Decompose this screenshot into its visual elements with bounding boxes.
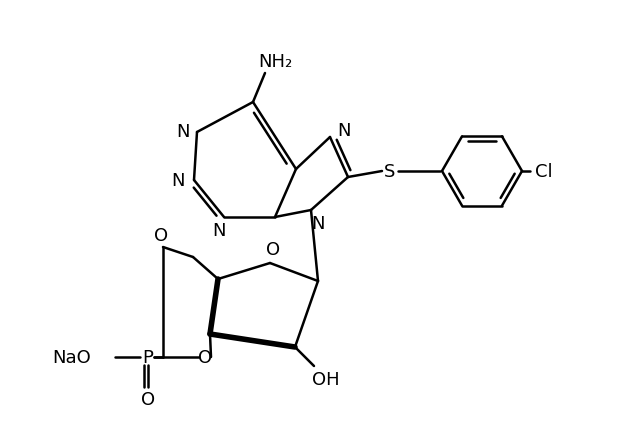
Text: N: N [212, 221, 226, 240]
Text: O: O [154, 227, 168, 244]
Text: NaO: NaO [52, 348, 91, 366]
Text: OH: OH [312, 370, 340, 388]
Text: N: N [337, 122, 351, 140]
Text: S: S [384, 163, 396, 181]
Text: O: O [198, 348, 212, 366]
Text: N: N [176, 123, 189, 141]
Text: Cl: Cl [535, 163, 553, 181]
Text: NH₂: NH₂ [258, 53, 292, 71]
Text: O: O [141, 390, 155, 408]
Text: P: P [143, 348, 154, 366]
Text: N: N [311, 215, 324, 233]
Text: O: O [266, 240, 280, 258]
Text: N: N [172, 172, 185, 190]
